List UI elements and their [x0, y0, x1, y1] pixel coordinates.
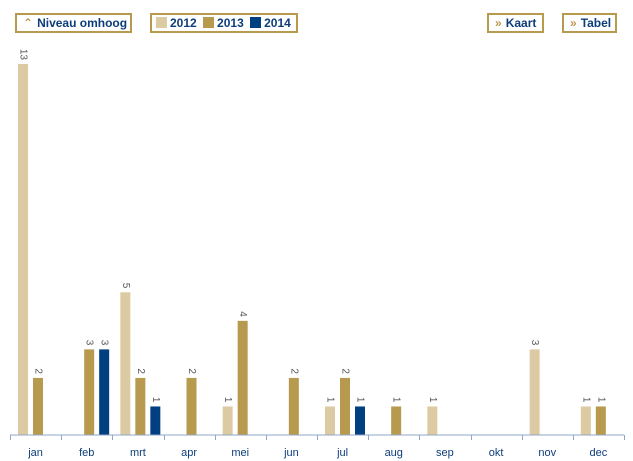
chart-legend: 2012 2013 2014 [150, 13, 298, 33]
data-label-2012-nov: 3 [529, 340, 540, 346]
bar-2012-sep [427, 406, 438, 435]
data-label-2012-dec: 1 [580, 397, 591, 403]
legend-item-2012[interactable]: 2012 [156, 15, 197, 31]
legend-label-2014: 2014 [264, 16, 291, 30]
bar-2013-jun [288, 377, 299, 435]
double-chevron-right-icon: » [495, 16, 502, 30]
legend-swatch-2012 [156, 17, 167, 28]
legend-swatch-2013 [203, 17, 215, 28]
kaart-label: Kaart [505, 16, 537, 30]
niveau-omhoog-label: Niveau omhoog [37, 16, 128, 30]
data-label-2014-jul: 1 [355, 397, 366, 403]
legend-label-2013: 2013 [217, 16, 244, 30]
data-label-2012-jan: 13 [18, 49, 29, 61]
tabel-button[interactable]: » Tabel [562, 13, 617, 33]
data-label-2013-feb: 3 [84, 340, 95, 346]
data-label-2014-mrt: 1 [150, 397, 161, 403]
kaart-button[interactable]: » Kaart [487, 13, 544, 33]
data-label-2012-mei: 1 [222, 397, 233, 403]
bar-2013-jan [33, 377, 43, 435]
data-label-2013-jan: 2 [33, 368, 44, 374]
double-chevron-up-icon: ⌃ [23, 16, 34, 30]
data-label-2013-jul: 2 [340, 368, 351, 374]
x-tick-label-nov: nov [538, 447, 556, 459]
bar-2013-jul [340, 377, 350, 435]
data-label-2012-jul: 1 [325, 397, 336, 403]
bar-2012-dec [580, 406, 591, 435]
bar-2013-feb [84, 349, 95, 435]
niveau-omhoog-button[interactable]: ⌃ Niveau omhoog [15, 13, 132, 33]
bar-2014-mrt [150, 406, 161, 435]
bar-2013-mei [237, 320, 248, 435]
bar-2014-feb [99, 349, 110, 435]
x-tick-label-sep: sep [436, 447, 454, 459]
bar-2012-mrt [120, 292, 131, 435]
x-tick-label-apr: apr [181, 447, 197, 459]
x-tick-label-mrt: mrt [130, 447, 146, 459]
bar-2013-aug [391, 406, 402, 435]
data-label-2013-aug: 1 [391, 397, 402, 403]
legend-swatch-2014 [250, 17, 262, 28]
data-label-2013-mrt: 2 [135, 368, 146, 374]
x-tick-label-jun: jun [283, 447, 299, 459]
data-label-2013-apr: 2 [186, 368, 197, 374]
bar-2012-jul [325, 406, 335, 435]
x-tick-label-dec: dec [590, 447, 608, 459]
bar-2013-mrt [135, 377, 146, 435]
x-tick-label-jul: jul [336, 447, 348, 459]
bar-2012-mei [222, 406, 233, 435]
data-label-2014-feb: 3 [99, 340, 110, 346]
data-label-2013-mei: 4 [237, 311, 248, 317]
data-label-2012-mrt: 5 [120, 283, 131, 289]
data-label-2012-sep: 1 [427, 397, 438, 403]
bar-2013-apr [186, 377, 197, 435]
bar-2014-jul [355, 406, 365, 435]
x-tick-label-okt: okt [489, 447, 504, 459]
legend-item-2013[interactable]: 2013 [203, 15, 244, 31]
bar-2013-dec [595, 406, 606, 435]
x-tick-label-mei: mei [231, 447, 249, 459]
double-chevron-right-icon: » [570, 16, 577, 30]
x-tick-label-aug: aug [385, 447, 403, 459]
data-label-2013-jun: 2 [288, 368, 299, 374]
legend-label-2012: 2012 [170, 16, 197, 30]
bar-2012-jan [18, 64, 28, 435]
tabel-label: Tabel [580, 16, 612, 30]
bar-2012-nov [529, 349, 540, 435]
x-tick-label-feb: feb [79, 447, 94, 459]
x-tick-label-jan: jan [27, 447, 43, 459]
legend-item-2014[interactable]: 2014 [250, 15, 291, 31]
data-label-2013-dec: 1 [595, 397, 606, 403]
